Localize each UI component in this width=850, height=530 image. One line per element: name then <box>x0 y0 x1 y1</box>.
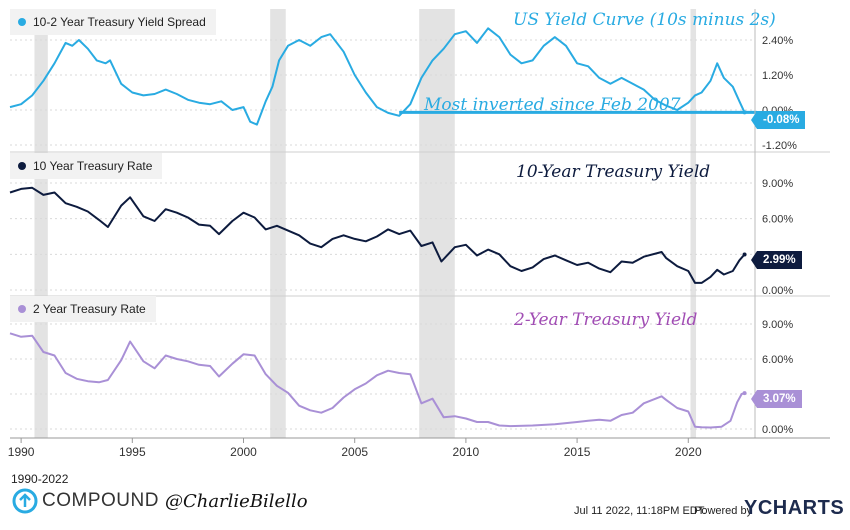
annotation-title-spread: US Yield Curve (10s minus 2s) <box>513 10 776 30</box>
recession-band-0 <box>34 9 48 438</box>
legend-spread-dot-icon <box>18 18 26 26</box>
xtick-label-4: 2010 <box>453 445 480 459</box>
ytick-label-p0-1: 1.20% <box>762 70 793 82</box>
brand-name: COMPOUND <box>42 490 159 511</box>
legend-2y: 2 Year Treasury Rate <box>10 296 156 322</box>
ytick-label-p1-0: 9.00% <box>762 178 793 190</box>
legend-2y-dot-icon <box>18 305 26 313</box>
legend-10y: 10 Year Treasury Rate <box>10 153 163 179</box>
xtick-label-6: 2020 <box>675 445 702 459</box>
recession-band-3 <box>690 9 697 438</box>
xtick-label-5: 2015 <box>564 445 591 459</box>
ytick-label-p0-0: 2.40% <box>762 35 793 47</box>
series-endpoint-p1-0 <box>742 252 747 257</box>
ytick-label-p1-1: 6.00% <box>762 214 793 226</box>
xtick-label-3: 2005 <box>341 445 368 459</box>
ycharts-logo: YCHARTS <box>744 497 845 519</box>
legend-spread-label: 10-2 Year Treasury Yield Spread <box>33 15 206 29</box>
annotation-title-10y: 10-Year Treasury Yield <box>516 162 711 182</box>
powered-by-label: Powered by <box>694 505 753 517</box>
legend-spread: 10-2 Year Treasury Yield Spread <box>10 9 216 35</box>
series-endpoint-p2-0 <box>742 391 747 396</box>
annotation-title-2y: 2-Year Treasury Yield <box>514 310 698 330</box>
ytick-label-p0-3: -1.20% <box>762 140 797 152</box>
ytick-label-p2-3: 0.00% <box>762 424 793 436</box>
compound-logo-icon <box>12 488 38 514</box>
end-label-10y: 2.99% <box>751 251 802 269</box>
series-line-p2-0 <box>9 332 745 429</box>
ytick-label-p1-3: 0.00% <box>762 285 793 297</box>
legend-10y-label: 10 Year Treasury Rate <box>33 159 153 173</box>
compound-brand: COMPOUND @CharlieBilello <box>12 488 308 514</box>
series-line-p0-0 <box>9 27 746 126</box>
timestamp: Jul 11 2022, 11:18PM EDT. <box>574 505 707 517</box>
recession-band-1 <box>270 9 286 438</box>
annotation-most-inverted: Most inverted since Feb 2007 <box>424 95 681 115</box>
series-line-p1-0 <box>9 186 746 284</box>
xtick-label-2: 2000 <box>230 445 257 459</box>
recession-band-2 <box>419 9 455 438</box>
end-label-2y: 3.07% <box>751 390 802 408</box>
xtick-label-0: 1990 <box>8 445 35 459</box>
author-handle: @CharlieBilello <box>164 490 308 512</box>
date-range-label: 1990-2022 <box>11 472 69 486</box>
ytick-label-p2-1: 6.00% <box>762 354 793 366</box>
legend-2y-label: 2 Year Treasury Rate <box>33 302 146 316</box>
xtick-label-1: 1995 <box>119 445 146 459</box>
ytick-label-p2-0: 9.00% <box>762 319 793 331</box>
legend-10y-dot-icon <box>18 162 26 170</box>
end-label-spread: -0.08% <box>750 111 806 129</box>
